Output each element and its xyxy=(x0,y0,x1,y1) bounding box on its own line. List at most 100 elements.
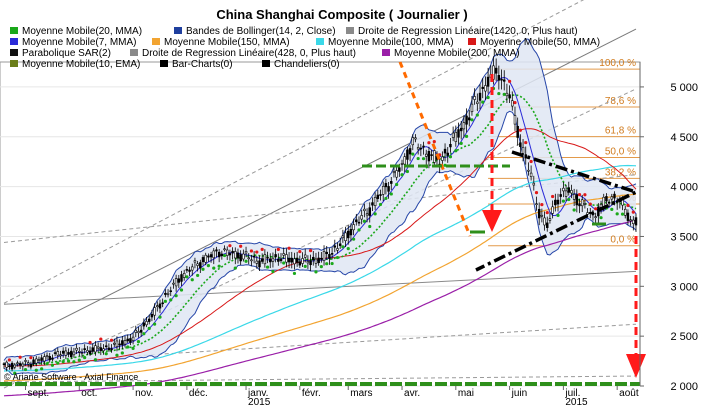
red-arrowhead-1 xyxy=(482,210,502,232)
candle-body xyxy=(43,356,46,362)
candle-body xyxy=(96,346,100,349)
legend-label: Droite de Regression Linéaire(1420, 0, P… xyxy=(358,26,578,37)
candle-body xyxy=(94,345,97,353)
sar-dot xyxy=(244,259,248,263)
candle-body xyxy=(158,303,162,309)
candle-body xyxy=(26,362,30,365)
y-tick-label: 4 000 xyxy=(670,182,698,194)
candle-body xyxy=(572,194,576,200)
candle-body xyxy=(543,217,546,226)
sar-dot xyxy=(83,355,87,360)
sar-dot xyxy=(13,371,17,375)
candle-body xyxy=(634,217,638,226)
candle-body xyxy=(395,170,398,178)
sar-dot xyxy=(594,207,598,211)
sar-dot xyxy=(271,269,275,274)
candle-body xyxy=(212,250,216,259)
sar-dot xyxy=(432,140,436,144)
sar-dot xyxy=(109,338,114,342)
candle-body xyxy=(86,350,89,353)
candle-body xyxy=(468,117,471,121)
sar-dot xyxy=(459,141,463,145)
candle-body xyxy=(508,94,511,99)
candle-body xyxy=(223,248,226,251)
candle-body xyxy=(293,258,296,265)
sar-dot xyxy=(470,118,474,122)
sar-dot xyxy=(147,326,151,330)
candle-body xyxy=(263,254,267,265)
candle-body xyxy=(242,253,245,260)
candle-body xyxy=(384,183,388,188)
candle-body xyxy=(349,228,353,236)
candle-body xyxy=(80,352,84,355)
candle-body xyxy=(551,206,554,214)
candle-body xyxy=(225,249,229,256)
sar-dot xyxy=(384,196,388,201)
legend-swatch xyxy=(152,38,160,45)
candle-body xyxy=(282,253,285,256)
regression-line-428 xyxy=(3,270,637,305)
candle-body xyxy=(497,75,501,81)
candle-body xyxy=(69,350,73,358)
candle-body xyxy=(123,340,127,345)
sar-dot xyxy=(567,197,571,202)
legend-swatch xyxy=(174,27,182,34)
candle-body xyxy=(32,359,35,365)
candle-body xyxy=(88,350,92,355)
candle-body xyxy=(562,187,565,192)
sar-dot xyxy=(335,255,340,260)
legend-label: Parabolique SAR(2) xyxy=(22,48,111,59)
sar-dot xyxy=(378,202,383,207)
sar-dot xyxy=(341,245,345,249)
candle-body xyxy=(153,307,156,316)
candle-body xyxy=(344,232,347,242)
candle-body xyxy=(392,171,396,174)
candle-body xyxy=(139,329,143,333)
candle-body xyxy=(110,348,113,351)
candle-body xyxy=(583,203,587,205)
x-tick-label: oct. xyxy=(81,388,97,399)
candle-body xyxy=(169,290,172,293)
sar-dot xyxy=(368,224,372,229)
sar-dot xyxy=(346,247,350,251)
x-tick-label: janv. xyxy=(247,388,268,399)
sar-dot xyxy=(362,219,366,223)
legend-label: Bar-Charts(0) xyxy=(172,59,233,70)
candle-body xyxy=(564,190,568,197)
candle-body xyxy=(45,355,49,358)
candle-body xyxy=(352,224,355,231)
sar-dot xyxy=(464,134,469,138)
sar-dot xyxy=(325,262,329,266)
bollinger-upper xyxy=(3,38,637,361)
sar-dot xyxy=(631,210,635,214)
candle-body xyxy=(40,357,43,361)
candle-body xyxy=(104,345,108,348)
sar-dot xyxy=(352,237,356,241)
candle-body xyxy=(478,92,482,101)
candle-body xyxy=(580,199,584,207)
candle-body xyxy=(239,254,242,262)
sar-dot xyxy=(61,360,65,364)
candle-body xyxy=(376,194,380,199)
legend: Moyenne Mobile(20, MMA) Bandes de Bolling… xyxy=(10,26,600,70)
ma-50 xyxy=(4,128,637,367)
candle-body xyxy=(161,302,164,305)
legend-label: Moyenne Mobile(20, MMA) xyxy=(22,26,142,37)
ma-200 xyxy=(3,219,637,397)
sar-dot xyxy=(222,253,227,258)
sar-dot xyxy=(508,79,512,83)
candle-body xyxy=(537,208,541,219)
sar-dot xyxy=(206,264,210,268)
sar-dot xyxy=(610,207,614,211)
legend-swatch xyxy=(10,38,18,45)
candle-body xyxy=(484,85,487,92)
candle-body xyxy=(578,203,581,207)
candle-body xyxy=(398,167,401,172)
candle-body xyxy=(532,182,536,186)
candle-body xyxy=(516,125,519,138)
legend-label: Droite de Regression Linéaire(428, 0, Pl… xyxy=(142,48,356,59)
candle-body xyxy=(53,352,57,354)
candle-body xyxy=(535,203,538,206)
candle-body xyxy=(626,212,630,221)
legend-label: Chandeliers(0) xyxy=(274,59,340,70)
